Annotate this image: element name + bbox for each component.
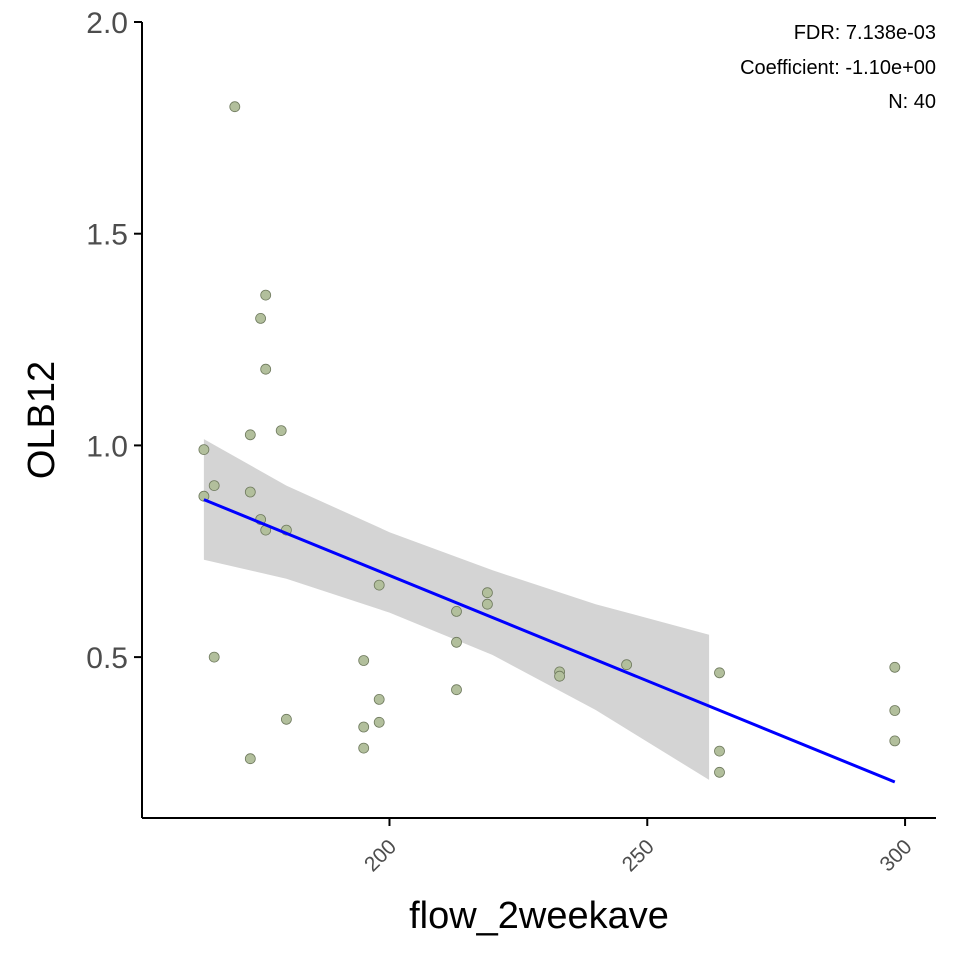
data-point: [198, 444, 210, 456]
data-point: [451, 684, 462, 696]
data-point: [451, 606, 462, 617]
x-ticks: 200 250 300: [360, 818, 917, 876]
y-tick-label: 1.5: [86, 219, 128, 252]
data-point: [275, 425, 287, 437]
data-point: [621, 659, 632, 671]
data-point: [481, 587, 493, 599]
data-point: [373, 716, 385, 728]
n-annotation: N: 40: [888, 91, 936, 113]
x-tick-label: 250: [618, 835, 659, 876]
data-point: [889, 705, 901, 716]
data-point: [714, 745, 725, 757]
x-tick-label: 200: [360, 835, 401, 876]
coefficient-annotation: Coefficient: -1.10e+00: [740, 57, 936, 79]
data-point: [714, 667, 725, 679]
data-point: [260, 289, 272, 301]
y-axis-title: OLB12: [21, 361, 63, 479]
y-ticks: 0.5 1.0 1.5 2.0: [86, 7, 142, 675]
fdr-annotation: FDR: 7.138e-03: [794, 22, 936, 44]
data-point: [373, 579, 385, 591]
x-axis-title: flow_2weekave: [409, 895, 669, 937]
data-point: [244, 753, 256, 765]
data-point: [358, 721, 370, 733]
y-tick-label: 1.0: [86, 430, 128, 463]
data-point: [208, 651, 220, 663]
data-point: [481, 598, 493, 610]
data-point: [208, 480, 220, 492]
data-point: [244, 486, 256, 498]
x-tick-label: 300: [876, 835, 917, 876]
data-point: [255, 312, 267, 324]
regression-line: [203, 498, 896, 784]
y-tick-label: 2.0: [86, 7, 128, 40]
data-point: [889, 661, 901, 673]
y-tick-label: 0.5: [86, 642, 128, 675]
data-point: [280, 713, 292, 725]
data-point: [889, 735, 901, 747]
data-point: [260, 363, 272, 375]
data-point: [373, 694, 385, 705]
data-point: [714, 766, 725, 778]
data-point: [229, 101, 241, 113]
data-points-layer: [198, 101, 901, 778]
data-point: [244, 429, 256, 441]
data-point: [358, 655, 370, 666]
data-point: [358, 742, 370, 754]
data-point: [451, 636, 462, 648]
fit-line-layer: [203, 498, 896, 784]
axes: [141, 22, 936, 819]
data-point: [554, 670, 565, 682]
